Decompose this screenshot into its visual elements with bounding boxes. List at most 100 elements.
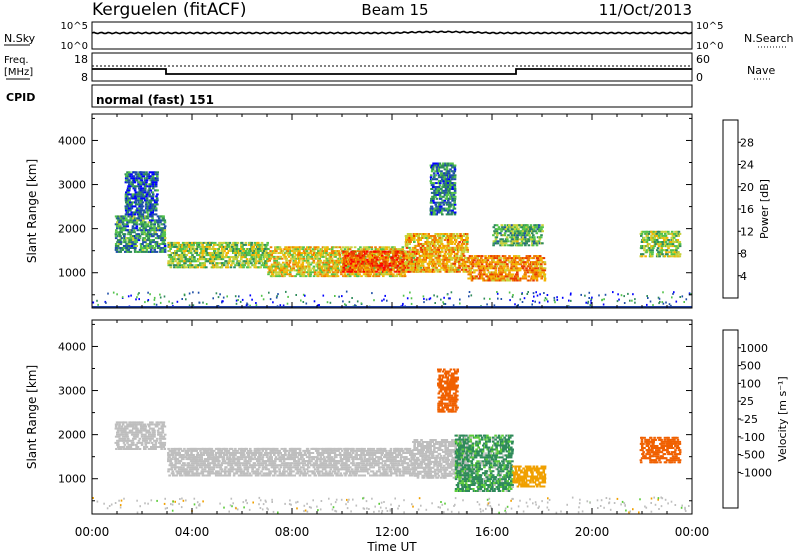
echo-cell [251,256,254,258]
echo-cell [406,261,409,263]
echo-cell [128,231,131,233]
echo-cell [379,259,382,261]
echo-cell [143,209,146,211]
echo-cell [208,248,211,250]
echo-cell [271,254,274,256]
echo-cell [328,252,331,254]
echo-cell [163,241,166,243]
ground-scatter-cell [272,301,274,303]
echo-cell [544,267,547,269]
ground-scatter-cell [128,295,130,297]
echo-cell [142,193,145,195]
echo-cell [444,192,447,194]
echo-cell [188,260,191,262]
echo-cell [433,247,436,249]
echo-cell [509,257,512,259]
echo-cell [213,266,216,268]
echo-cell [145,195,148,197]
echo-cell [232,250,235,252]
echo-cell [216,252,219,254]
echo-cell [236,256,239,258]
echo-cell [454,257,457,259]
echo-cell [342,246,345,248]
echo-cell [242,266,245,268]
echo-cell [257,248,260,250]
echo-cell [193,258,196,260]
ground-scatter-cell [177,301,179,303]
echo-cell [528,257,531,259]
echo-cell [417,263,420,265]
echo-cell [318,258,321,260]
echo-cell [540,259,543,261]
ground-scatter-cell [97,304,99,306]
echo-cell [266,242,269,244]
echo-cell [156,173,159,175]
echo-cell [452,241,455,243]
echo-cell [115,233,118,235]
echo-cell [497,242,500,244]
echo-cell [159,251,162,253]
echo-cell [128,197,131,199]
echo-cell [499,232,502,234]
echo-cell [508,280,511,282]
echo-cell [321,268,324,270]
echo-cell [213,260,216,262]
echo-cell [503,259,506,261]
echo-cell [478,255,481,257]
echo-cell [358,273,361,275]
echo-cell [354,246,357,248]
echo-cell [434,245,437,247]
echo-cell [641,233,644,235]
echo-cell [134,249,137,251]
ground-scatter-cell [489,298,491,300]
echo-cell [203,256,206,258]
echo-cell [138,181,141,183]
echo-cell [419,239,422,241]
echo-cell [164,233,167,235]
echo-cell [324,275,327,277]
echo-cell [357,261,360,263]
echo-cell [435,186,438,188]
noise-panel [92,22,692,49]
echo-cell [456,271,459,273]
echo-cell [326,246,329,248]
echo-cell [303,273,306,275]
ground-scatter-cell [627,293,629,295]
echo-cell [344,265,347,267]
echo-cell [141,231,144,233]
echo-cell [135,235,138,237]
echo-cell [437,241,440,243]
echo-cell [309,269,312,271]
echo-cell [142,189,145,191]
echo-cell [131,215,134,217]
echo-cell [357,250,360,252]
echo-cell [149,231,152,233]
echo-cell [496,230,499,232]
echo-cell [139,235,142,237]
echo-cell [514,230,517,232]
echo-cell [524,271,527,273]
echo-cell [498,267,501,269]
echo-cell [438,186,441,188]
echo-cell [241,242,244,244]
echo-cell [403,265,406,267]
echo-cell [142,225,145,227]
echo-cell [522,267,525,269]
echo-cell [517,230,520,232]
echo-cell [440,198,443,200]
ground-scatter-cell [598,294,600,296]
echo-cell [298,250,301,252]
echo-cell [318,252,321,254]
echo-cell [214,242,217,244]
echo-cell [666,237,669,239]
echo-cell [318,264,321,266]
echo-cell [139,211,142,213]
echo-cell [212,258,215,260]
echo-cell [120,231,123,233]
echo-cell [360,267,363,269]
echo-cell [454,247,457,249]
echo-cell [517,228,520,230]
echo-cell [147,217,150,219]
ground-scatter-cell [113,292,115,294]
